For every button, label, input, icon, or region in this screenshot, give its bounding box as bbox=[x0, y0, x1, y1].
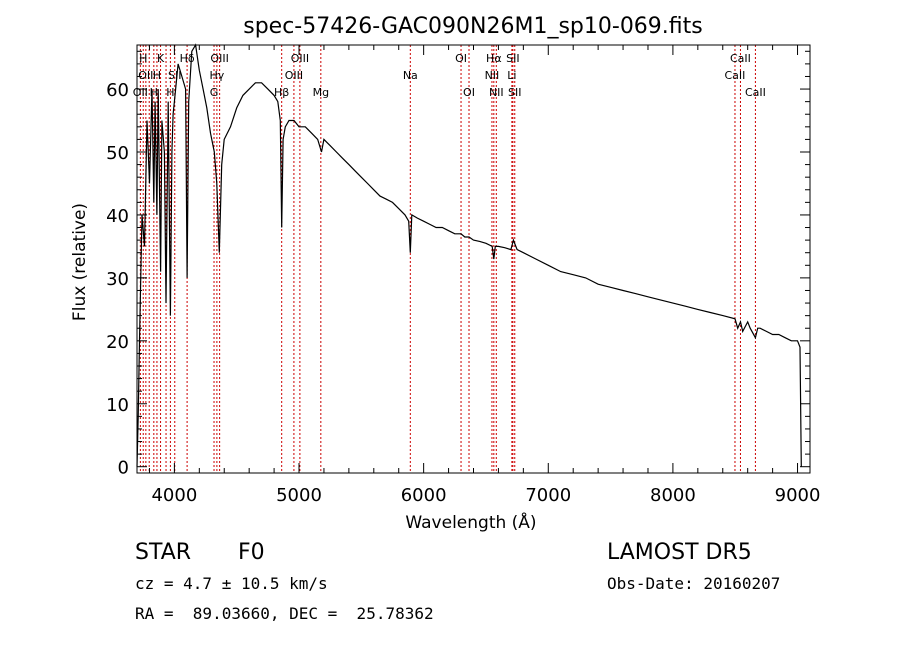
line-marker-label: OIII bbox=[291, 52, 309, 65]
line-marker-label: SII bbox=[508, 86, 521, 99]
line-marker-label: Na bbox=[403, 69, 418, 82]
line-marker-label: H bbox=[150, 86, 158, 99]
line-marker-label: H bbox=[166, 86, 174, 99]
line-marker-label: OII bbox=[138, 69, 153, 82]
line-marker-label: CaII bbox=[730, 52, 751, 65]
line-marker-label: OIII bbox=[210, 52, 228, 65]
x-tick-label: 7000 bbox=[525, 485, 571, 506]
survey-label: LAMOST DR5 bbox=[607, 540, 752, 565]
x-axis-ticks: 4000 5000 6000 7000 8000 9000 bbox=[148, 45, 821, 506]
line-marker-label: CaII bbox=[725, 69, 746, 82]
line-marker-label: CaII bbox=[745, 86, 766, 99]
line-marker-label: OI bbox=[463, 86, 475, 99]
plot-frame bbox=[136, 44, 811, 474]
chart-title: spec-57426-GAC090N26M1_sp10-069.fits bbox=[243, 14, 703, 39]
y-tick-label: 50 bbox=[106, 143, 129, 164]
line-marker-label: Li bbox=[507, 69, 516, 82]
x-tick-label: 6000 bbox=[401, 485, 447, 506]
x-tick-label: 9000 bbox=[775, 485, 821, 506]
emission-line-labels: OIIHOIIHHKHSIIHδGHγOIIIHβOIIIOIIIMgNaOIO… bbox=[133, 52, 766, 99]
line-marker-label: Hα bbox=[486, 52, 502, 65]
y-tick-label: 0 bbox=[118, 458, 129, 479]
line-marker-label: OI bbox=[455, 52, 467, 65]
y-tick-label: 20 bbox=[106, 332, 129, 353]
y-tick-label: 60 bbox=[106, 80, 129, 101]
line-marker-label: OIII bbox=[285, 69, 303, 82]
subclass-label: F0 bbox=[238, 540, 265, 565]
line-marker-label: OII bbox=[133, 86, 148, 99]
coords-text: RA = 89.03660, DEC = 25.78362 bbox=[135, 604, 434, 623]
line-marker-label: H bbox=[153, 69, 161, 82]
y-axis-label: Flux (relative) bbox=[70, 203, 90, 321]
emission-line-markers bbox=[139, 45, 756, 473]
x-tick-label: 4000 bbox=[151, 485, 197, 506]
x-axis-label: Wavelength (Å) bbox=[405, 511, 536, 533]
line-marker-label: SII bbox=[168, 69, 181, 82]
y-axis-ticks: 0 10 20 30 40 50 60 bbox=[106, 50, 810, 479]
line-marker-label: K bbox=[157, 52, 165, 65]
y-tick-label: 30 bbox=[106, 269, 129, 290]
line-marker-label: SII bbox=[506, 52, 519, 65]
line-marker-label: Hβ bbox=[274, 86, 289, 99]
x-tick-label: 8000 bbox=[650, 485, 696, 506]
line-marker-label: Hδ bbox=[180, 52, 195, 65]
line-marker-label: Hγ bbox=[209, 69, 224, 82]
y-tick-label: 10 bbox=[106, 395, 129, 416]
line-marker-label: NII bbox=[489, 86, 504, 99]
line-marker-label: H bbox=[139, 52, 147, 65]
line-marker-label: G bbox=[210, 86, 219, 99]
redshift-text: cz = 4.7 ± 10.5 km/s bbox=[135, 574, 328, 593]
y-tick-label: 40 bbox=[106, 206, 129, 227]
obs-date-text: Obs-Date: 20160207 bbox=[607, 574, 781, 593]
line-marker-label: Mg bbox=[313, 86, 329, 99]
class-label: STAR bbox=[135, 540, 192, 565]
x-tick-label: 5000 bbox=[276, 485, 322, 506]
line-marker-label: NII bbox=[485, 69, 500, 82]
spectrum-line bbox=[136, 43, 802, 467]
